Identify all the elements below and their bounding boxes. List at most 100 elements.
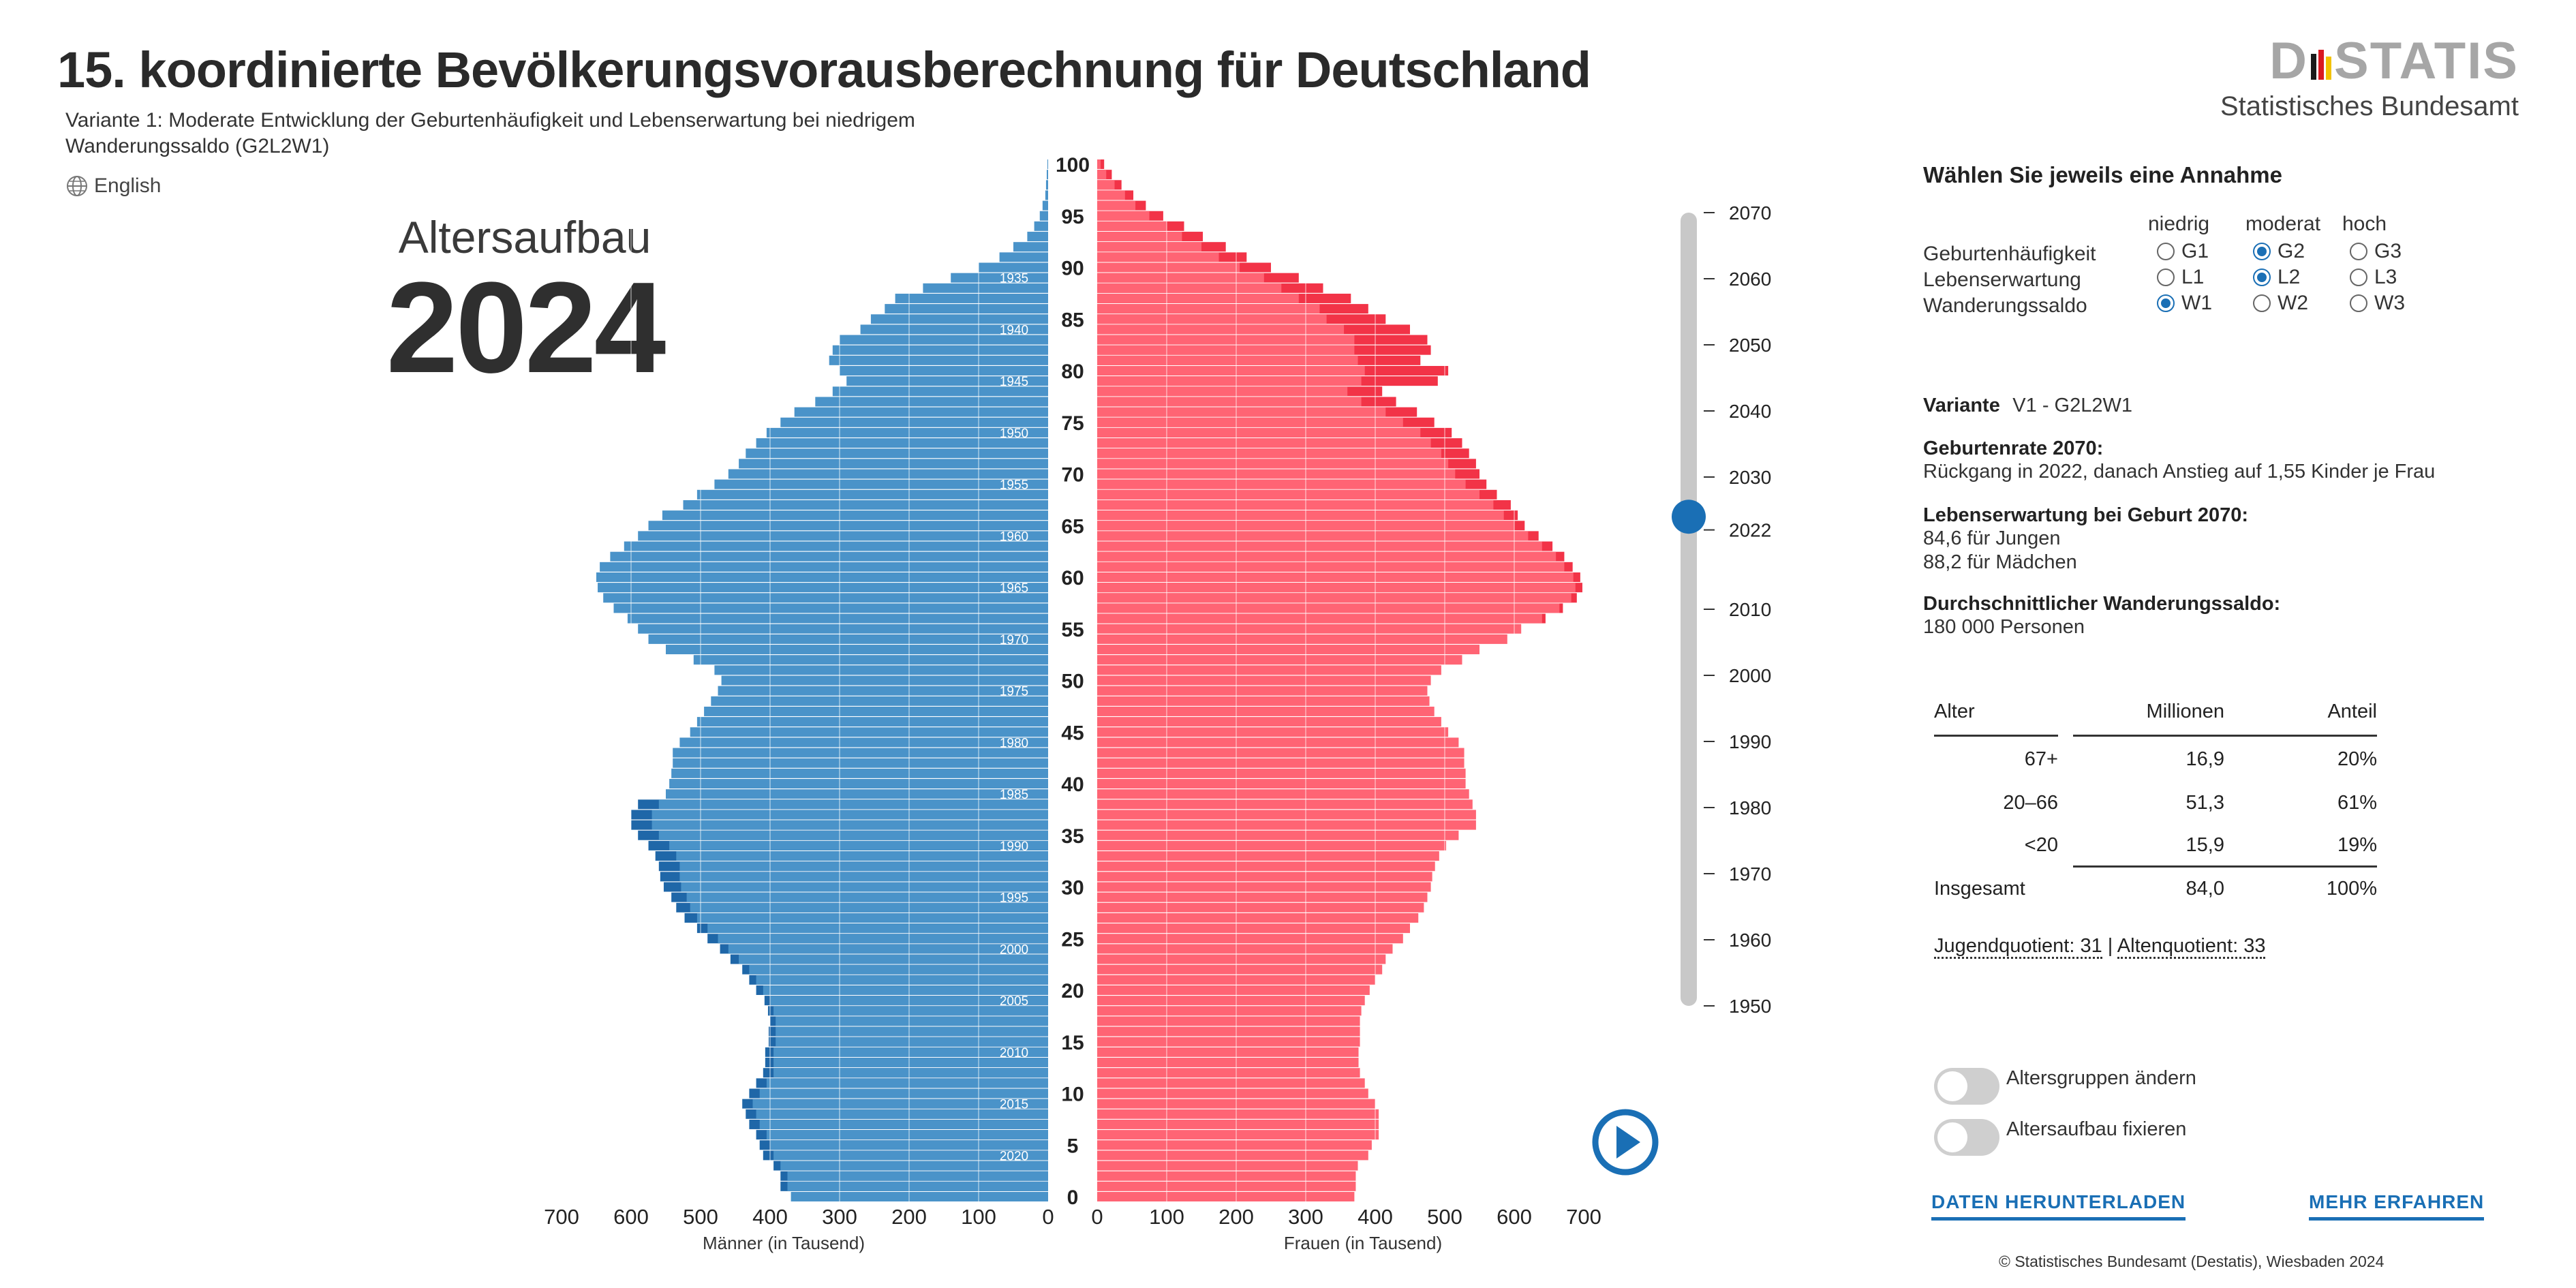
- women-bar-age-28: [1097, 902, 1424, 913]
- radio-g1[interactable]: G1: [2157, 240, 2209, 263]
- men-bar-age-96: [1042, 200, 1048, 211]
- timeline-year-label: 1990: [1729, 731, 1771, 752]
- men-bar-age-18: [773, 1006, 1048, 1016]
- men-bar-age-85: [870, 314, 1048, 324]
- women-bar-age-99: [1097, 170, 1107, 180]
- cohort-year-label: 1985: [1000, 788, 1028, 802]
- radio-label: W2: [2278, 292, 2308, 314]
- download-data-link[interactable]: DATEN HERUNTERLADEN: [1931, 1191, 2186, 1221]
- timeline-year-label: 2022: [1729, 520, 1771, 541]
- men-bar-age-91: [999, 252, 1048, 262]
- men-bar-age-72: [746, 448, 1048, 459]
- men-bar-age-100: [1047, 159, 1048, 169]
- women-bar-age-90: [1097, 262, 1240, 273]
- radio-w1[interactable]: W1: [2157, 292, 2212, 315]
- men-bar-age-83: [840, 335, 1048, 345]
- men-bar-age-6: [766, 1130, 1048, 1140]
- timeline-slider[interactable]: 1950 1960 1970 1980 1990 2000 2010 2022 2030 2040…: [1672, 202, 1771, 1017]
- women-bar-age-17: [1097, 1016, 1360, 1026]
- radio-l2[interactable]: L2: [2253, 266, 2300, 289]
- toggle-switch[interactable]: [1934, 1119, 1999, 1156]
- radio-l1[interactable]: L1: [2157, 266, 2204, 289]
- altenquotient[interactable]: Altenquotient: 33: [2117, 935, 2266, 959]
- men-bar-age-89: [951, 273, 1048, 283]
- toggle-switch[interactable]: [1934, 1068, 1999, 1105]
- men-bar-age-33: [676, 851, 1048, 861]
- timeline-year-label: 2000: [1729, 665, 1771, 686]
- women-bar-age-13: [1097, 1058, 1359, 1068]
- age-tick-label: 35: [1061, 825, 1084, 848]
- men-bar-age-64: [638, 531, 1048, 541]
- timeline-year-label: 1950: [1729, 996, 1771, 1017]
- age-tick-label: 85: [1061, 309, 1084, 331]
- globe-icon: [67, 176, 87, 196]
- cohort-year-label: 1980: [1000, 736, 1028, 750]
- men-bar-age-95: [1039, 211, 1048, 221]
- women-bar-age-41: [1097, 768, 1466, 778]
- cohort-year-label: 1970: [1000, 633, 1028, 647]
- table-cell: 61%: [2337, 792, 2377, 814]
- men-bar-age-38: [658, 799, 1048, 810]
- toggle-label: Altersaufbau fixieren: [2006, 1118, 2187, 1140]
- table-rule: [1934, 735, 2058, 737]
- women-bar-age-25: [1097, 934, 1403, 944]
- jugendquotient[interactable]: Jugendquotient: 31: [1934, 935, 2102, 959]
- men-bar-age-81: [829, 355, 1048, 365]
- women-bar-age-76: [1097, 407, 1386, 417]
- men-x-tick-label: 200: [891, 1205, 927, 1229]
- column-hoch: hoch: [2342, 213, 2387, 235]
- cohort-year-label: 2005: [1000, 994, 1028, 1009]
- women-bar-age-92: [1097, 242, 1201, 252]
- destatis-logo[interactable]: D STATIS Statistisches Bundesamt: [2220, 34, 2519, 122]
- row-label-lebenserwartung: Lebenserwartung: [1923, 269, 2081, 291]
- radio-g2[interactable]: G2: [2253, 240, 2305, 263]
- radio-w3[interactable]: W3: [2350, 292, 2405, 315]
- women-bar-age-14: [1097, 1047, 1359, 1057]
- women-bar-age-61: [1097, 562, 1565, 572]
- radio-w2[interactable]: W2: [2253, 292, 2308, 315]
- men-bar-age-55: [638, 624, 1048, 634]
- radio-g3[interactable]: G3: [2350, 240, 2402, 263]
- table-total-anteil: 100%: [2326, 878, 2377, 900]
- men-axis-label: Männer (in Tausend): [703, 1233, 865, 1253]
- timeline-handle[interactable]: [1672, 500, 1706, 534]
- men-bar-age-63: [624, 541, 1048, 551]
- toggle-altersgruppen[interactable]: Altersgruppen ändern: [1934, 1067, 2196, 1105]
- men-bar-age-20: [763, 985, 1048, 995]
- info-block-wanderung: Durchschnittlicher Wanderungssaldo: 180 …: [1923, 593, 2280, 639]
- more-info-link[interactable]: MEHR ERFAHREN: [2309, 1191, 2485, 1221]
- radio-label: L3: [2374, 266, 2397, 288]
- women-bar-age-57: [1097, 603, 1560, 613]
- timeline-ticks: 1950 1960 1970 1980 1990 2000 2010 2022 2030 2040…: [1704, 202, 1771, 1017]
- women-bar-age-43: [1097, 748, 1465, 758]
- men-bar-age-24: [728, 944, 1048, 954]
- timeline-year-label: 2010: [1729, 599, 1771, 620]
- radio-circle: [2253, 294, 2271, 312]
- women-bar-age-91: [1097, 252, 1219, 262]
- men-bar-age-59: [598, 583, 1048, 593]
- toggle-fixieren[interactable]: Altersaufbau fixieren: [1934, 1118, 2187, 1156]
- logo-subtitle: Statistisches Bundesamt: [2220, 91, 2519, 121]
- women-bar-age-56: [1097, 613, 1542, 624]
- women-bar-age-33: [1097, 851, 1439, 861]
- row-label-geburten: Geburtenhäufigkeit: [1923, 243, 2096, 265]
- men-bar-age-53: [666, 645, 1048, 655]
- women-x-tick-label: 100: [1149, 1205, 1184, 1229]
- men-bar-age-70: [728, 469, 1048, 479]
- women-bar-age-80: [1097, 366, 1365, 375]
- women-bar-age-3: [1097, 1161, 1358, 1171]
- women-bar-age-77: [1097, 397, 1362, 407]
- women-bar-age-71: [1097, 459, 1449, 469]
- play-button[interactable]: [1592, 1109, 1659, 1176]
- men-bar-age-37: [651, 810, 1048, 820]
- cohort-year-label: 2000: [1000, 942, 1028, 957]
- men-bar-age-49: [718, 686, 1048, 696]
- radio-l3[interactable]: L3: [2350, 266, 2397, 289]
- men-bar-age-51: [714, 665, 1048, 675]
- age-tick-label: 0: [1067, 1186, 1079, 1209]
- table-total-millionen: 84,0: [2186, 878, 2224, 900]
- radio-circle: [2350, 243, 2367, 260]
- language-link[interactable]: English: [65, 174, 161, 198]
- women-bar-age-54: [1097, 634, 1507, 644]
- men-bar-age-80: [840, 366, 1048, 375]
